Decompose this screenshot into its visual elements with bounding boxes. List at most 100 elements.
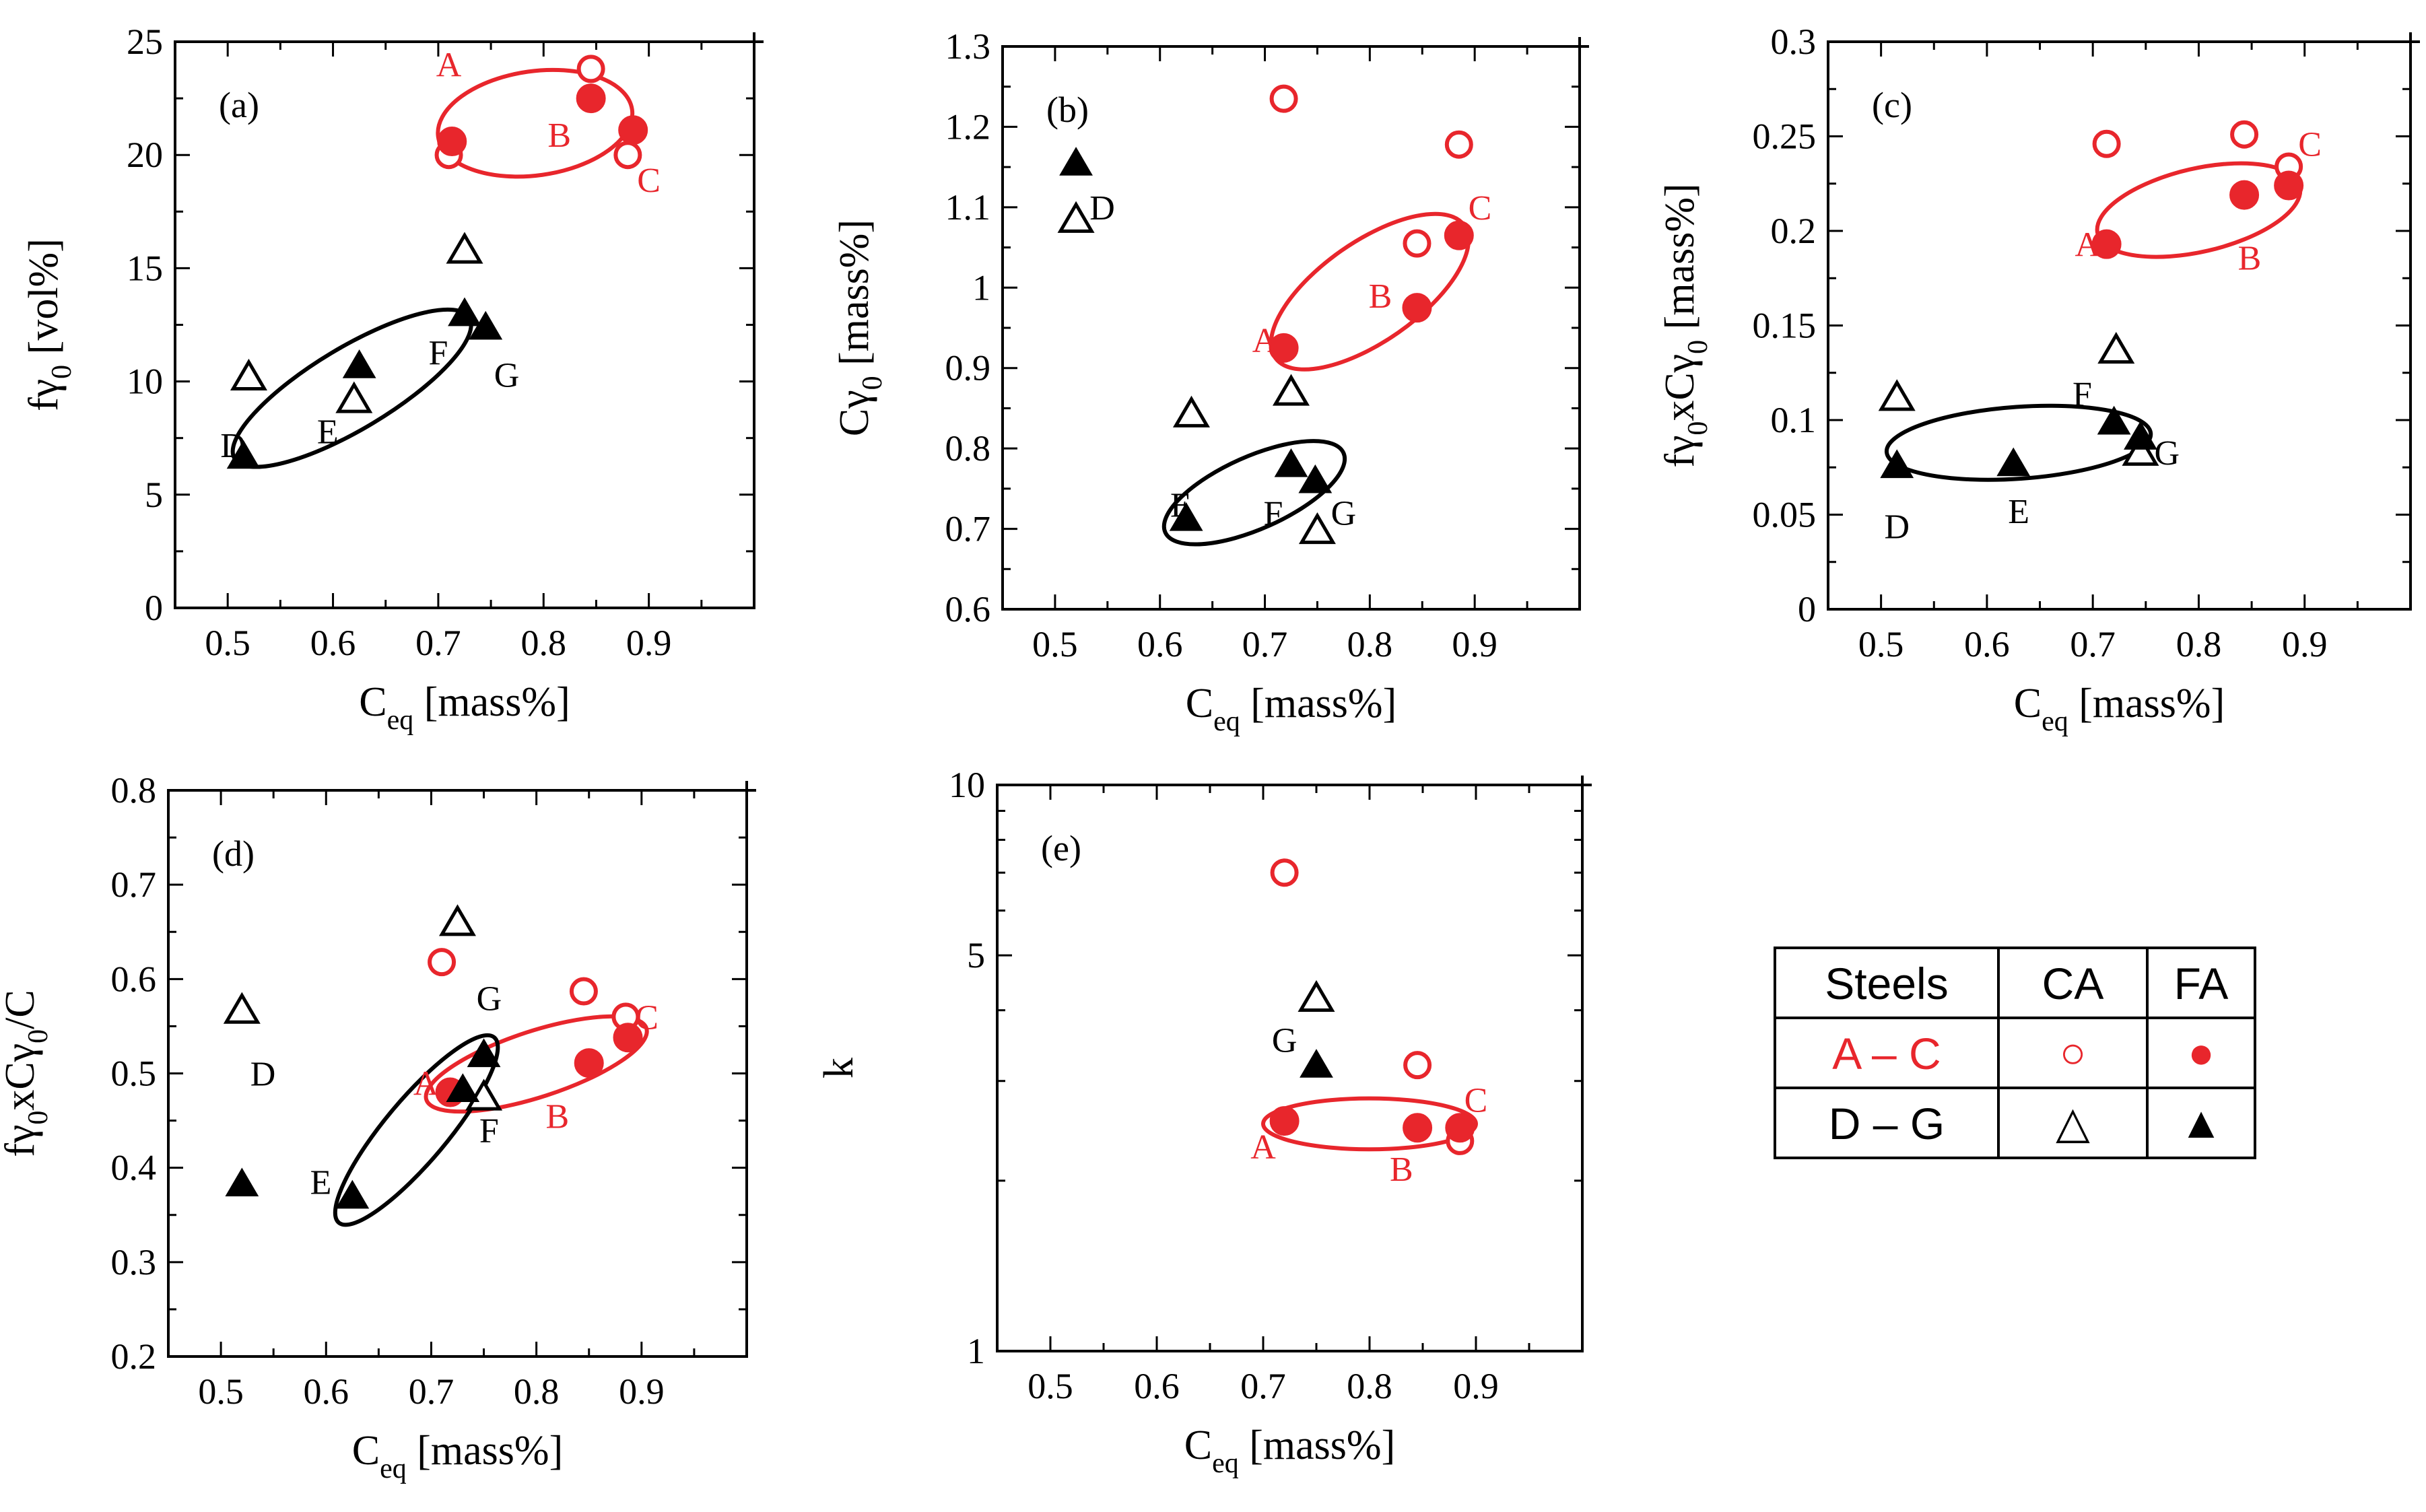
x-tick-label: 0.6: [1134, 1366, 1180, 1406]
marker-circle-filled: [618, 115, 648, 145]
point-label: F: [1264, 495, 1283, 533]
marker-triangle-open: [1057, 201, 1095, 233]
x-tick-label: 0.5: [1032, 624, 1078, 664]
chart-panel-d: 0.5 0.6 0.7 0.8 0.9 0.2 0.3 0.4 0.5 0.6 0.7 0.8 (d) C…: [0, 770, 756, 1484]
x-tick-label: 0.7: [1240, 1366, 1286, 1406]
y-axis-title: Cγ0 [mass%]: [832, 219, 888, 436]
y-tick-label: 0.8: [111, 770, 157, 811]
point-label: A: [1252, 322, 1278, 360]
x-tick-label: 0.8: [514, 1371, 560, 1412]
legend-fa-symbol: ●: [2188, 1027, 2215, 1077]
marker-circle-open: [613, 141, 642, 170]
group-ellipse: [333, 1033, 500, 1227]
y-tick-label: 0: [145, 588, 163, 628]
marker-triangle-open: [1298, 512, 1336, 545]
y-tick-label: 0.4: [111, 1148, 157, 1188]
x-tick-label: 0.7: [409, 1371, 454, 1412]
point-label: E: [1170, 487, 1192, 525]
marker-circle-open: [2092, 129, 2121, 158]
panel-label: (d): [212, 833, 255, 874]
marker-triangle-filled: [446, 1073, 480, 1102]
marker-triangle-open: [1172, 395, 1210, 427]
marker-triangle-open: [1878, 379, 1916, 411]
point-label: D: [220, 427, 246, 465]
y-tick-label: 0.6: [111, 959, 157, 999]
panel-label: (a): [219, 85, 259, 125]
point-label: D: [1884, 508, 1910, 546]
marker-triangle-open: [438, 904, 477, 936]
y-axis-title: fγ0 [vol%]: [21, 238, 77, 411]
marker-circle-open: [1269, 84, 1298, 113]
legend-ca-symbol: △: [2056, 1097, 2090, 1147]
marker-triangle-filled: [2124, 421, 2157, 450]
marker-circle-open: [1270, 858, 1299, 887]
point-label: E: [310, 1164, 332, 1202]
y-tick-label: 20: [127, 135, 163, 175]
x-axis-title: Ceq [mass%]: [1184, 1422, 1395, 1479]
point-label: B: [546, 1098, 570, 1136]
x-tick-label: 0.8: [1347, 1366, 1392, 1406]
legend-table: Steels CA FA A – C ○ ● D – G △ ▲: [1774, 947, 2256, 1159]
marker-circle-filled: [576, 83, 606, 114]
marker-triangle-open: [1272, 374, 1310, 406]
marker-triangle-filled: [1996, 447, 2031, 477]
marker-circle-filled: [613, 1023, 643, 1053]
plot-frame: [1001, 45, 1581, 611]
point-label: C: [1469, 189, 1492, 228]
x-tick-label: 0.6: [1137, 624, 1183, 664]
marker-triangle-filled: [1169, 502, 1203, 531]
y-tick-label: 1: [967, 1331, 985, 1371]
point-label: F: [2073, 376, 2092, 414]
legend-header: Steels: [1825, 959, 1948, 1008]
point-label: D: [1089, 189, 1115, 228]
point-label: F: [428, 334, 448, 372]
marker-triangle-filled: [2097, 405, 2131, 435]
x-tick-label: 0.6: [310, 623, 356, 663]
marker-circle-filled: [1402, 293, 1432, 323]
point-label: E: [317, 413, 339, 452]
point-label: B: [2238, 239, 2262, 277]
x-tick-label: 0.9: [626, 623, 672, 663]
y-axis-title: k: [816, 1058, 862, 1078]
y-tick-label: 0.25: [1753, 116, 1817, 157]
point-label: C: [637, 162, 661, 200]
x-tick-label: 0.5: [205, 623, 250, 663]
marker-circle-filled: [1444, 220, 1474, 250]
y-tick-label: 0.2: [1771, 211, 1817, 251]
x-tick-label: 0.5: [1027, 1366, 1073, 1406]
y-tick-label: 1.2: [945, 106, 991, 147]
y-tick-label: 0.3: [111, 1242, 157, 1282]
x-axis-title: Ceq [mass%]: [352, 1428, 563, 1484]
point-label: A: [436, 46, 462, 85]
y-tick-label: 0.9: [945, 348, 991, 388]
marker-triangle-filled: [1059, 147, 1093, 176]
marker-triangle-open: [2097, 332, 2135, 364]
point-label: B: [547, 116, 571, 155]
y-tick-label: 0.3: [1771, 22, 1817, 62]
x-tick-label: 0.5: [198, 1371, 244, 1412]
y-tick-label: 0: [1798, 589, 1816, 629]
y-tick-label: 0.05: [1753, 495, 1817, 535]
point-label: G: [477, 980, 502, 1018]
marker-circle-filled: [1269, 1106, 1300, 1136]
group-ellipse: [436, 67, 635, 179]
panel-label: (c): [1872, 85, 1912, 125]
point-label: G: [1331, 495, 1357, 533]
y-tick-label: 1: [972, 267, 990, 308]
y-tick-label: 0.7: [111, 864, 157, 905]
y-tick-label: 0.5: [111, 1054, 157, 1094]
y-tick-label: 0.1: [1771, 400, 1817, 440]
marker-triangle-open: [1298, 980, 1335, 1012]
legend-header: FA: [2174, 959, 2229, 1008]
x-tick-label: 0.9: [619, 1371, 665, 1412]
y-tick-label: 1.3: [945, 26, 991, 67]
marker-triangle-open: [465, 1078, 503, 1111]
point-label: B: [1369, 277, 1392, 316]
x-tick-label: 0.9: [1453, 1366, 1499, 1406]
x-axis-title: Ceq [mass%]: [359, 679, 570, 736]
marker-triangle-filled: [1880, 449, 1914, 479]
marker-triangle-open: [446, 232, 483, 264]
legend-steels: D – G: [1829, 1099, 1945, 1148]
marker-triangle-filled: [225, 1167, 259, 1197]
